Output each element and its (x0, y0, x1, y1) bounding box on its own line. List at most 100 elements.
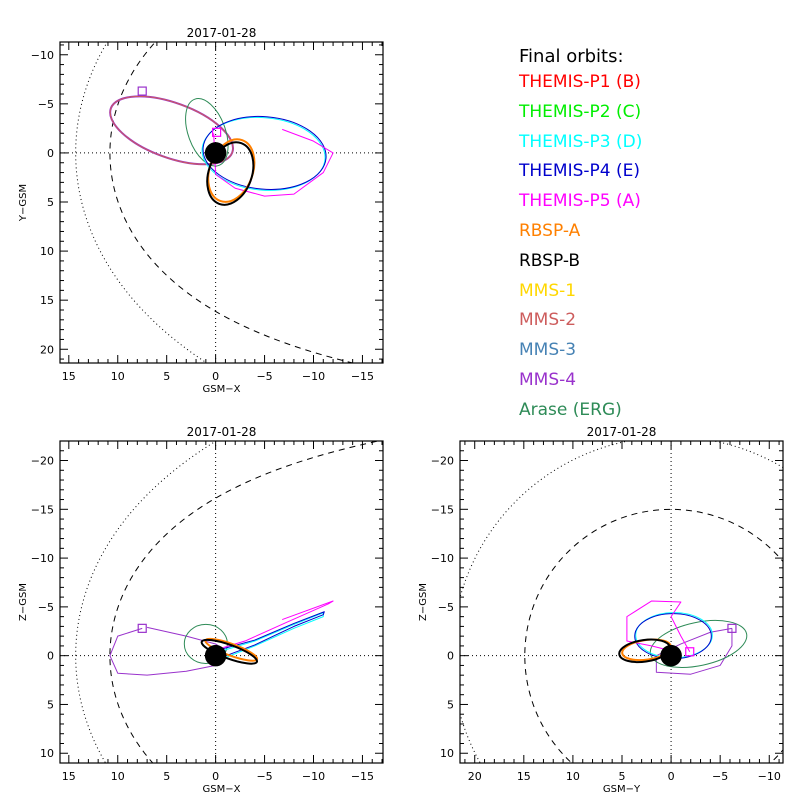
legend-entry: THEMIS-P2 (C) (519, 101, 642, 122)
plot-area (460, 441, 783, 763)
axes-frame (59, 41, 384, 364)
y-tick-label: 0 (47, 650, 54, 663)
chart-panel-3: 20 15 10 5 0 −5 −10 10 5 0 −5 −10 −15 −20 2017-01-28 GS… (418, 425, 784, 795)
x-tick-label: −10 (758, 770, 781, 783)
y-tick-label: 5 (447, 698, 454, 711)
chart-panel-1: 15 10 5 0 −5 −10 −15 −10 −5 0 5 10 15 20 2017-01-28 GSM… (18, 26, 384, 395)
position-marker (727, 623, 737, 633)
legend-entry: MMS-3 (519, 340, 577, 361)
bow-shock-boundary (460, 441, 783, 763)
y-tick-label: 10 (40, 245, 54, 258)
x-tick-label: −10 (302, 370, 325, 383)
position-marker (137, 86, 147, 96)
orbit-themis-p5-a- (626, 600, 691, 653)
y-tick-label: 20 (40, 343, 54, 356)
x-tick-label: −15 (351, 770, 374, 783)
orbit-rbsp-b (206, 141, 255, 206)
orbit-themis-p4-e- (215, 611, 325, 661)
legend-entry: THEMIS-P3 (D) (519, 131, 643, 152)
legend-title: Final orbits: (519, 46, 624, 67)
orbit-arase-erg- (185, 98, 229, 167)
y-axis-label: Z−GSM (418, 583, 429, 621)
position-marker (212, 127, 222, 137)
orbit-arase-erg- (649, 619, 748, 668)
y-tick-label: 5 (47, 698, 54, 711)
magnetopause-boundary (109, 42, 355, 363)
x-axis-label: GSM−Y (603, 784, 641, 795)
y-axis-label: Y−GSM (18, 184, 29, 222)
legend: Final orbits: THEMIS-P1 (B) THEMIS-P2 (C)… (519, 46, 642, 430)
y-tick-label: −15 (431, 503, 454, 516)
earth-disk (204, 644, 227, 667)
legend-entry: THEMIS-P4 (E) (519, 161, 640, 182)
y-tick-label: −15 (31, 503, 54, 516)
y-tick-label: −5 (38, 601, 54, 614)
x-tick-label: 5 (163, 770, 170, 783)
legend-entry: RBSP-B (519, 250, 581, 271)
x-axis-label: GSM−X (203, 784, 241, 795)
x-tick-label: 10 (111, 370, 125, 383)
y-tick-label: −10 (31, 552, 54, 565)
axes-frame (459, 440, 784, 764)
orbit-themis-p5-a- (213, 128, 334, 197)
x-tick-label: 15 (517, 770, 531, 783)
position-marker (137, 623, 147, 633)
x-tick-label: 5 (618, 770, 625, 783)
x-tick-label: 15 (62, 370, 76, 383)
legend-entry: RBSP-A (519, 220, 581, 241)
x-tick-label: 5 (163, 370, 170, 383)
y-tick-label: 0 (447, 650, 454, 663)
chart-title: 2017-01-28 (187, 425, 257, 439)
legend-entry: MMS-4 (519, 369, 577, 390)
x-tick-label: −15 (351, 370, 374, 383)
chart-title: 2017-01-28 (187, 26, 257, 40)
x-tick-label: 15 (62, 770, 76, 783)
y-tick-label: 15 (40, 294, 54, 307)
x-tick-label: −10 (302, 770, 325, 783)
x-tick-label: −5 (256, 770, 272, 783)
y-tick-label: −10 (431, 552, 454, 565)
y-tick-label: 0 (47, 147, 54, 160)
plot-area (60, 42, 383, 363)
y-tick-label: −10 (31, 49, 54, 62)
y-tick-label: 5 (47, 196, 54, 209)
earth-disk (204, 142, 227, 164)
x-tick-label: 0 (212, 770, 219, 783)
orbit-rbsp-b (200, 638, 259, 665)
x-tick-label: 0 (668, 770, 675, 783)
x-tick-label: −5 (256, 370, 272, 383)
legend-entry: MMS-2 (519, 310, 577, 331)
legend-entry: MMS-1 (519, 280, 577, 301)
position-marker (685, 647, 695, 657)
orbit-themis-p4-e- (202, 115, 327, 190)
legend-entry: THEMIS-P5 (A) (519, 191, 641, 212)
orbit-themis-p5-a- (215, 600, 334, 651)
earth-disk (660, 644, 682, 667)
axes-frame (59, 440, 384, 764)
chart-title: 2017-01-28 (587, 425, 657, 439)
magnetopause-boundary (109, 441, 381, 763)
y-tick-label: 10 (40, 747, 54, 760)
y-tick-label: −5 (38, 98, 54, 111)
x-tick-label: 10 (566, 770, 580, 783)
y-tick-label: −20 (431, 455, 454, 468)
y-tick-label: −20 (31, 455, 54, 468)
legend-entry: Arase (ERG) (519, 399, 622, 420)
orbit-themis-p3-d- (201, 116, 326, 191)
plot-area (60, 441, 383, 763)
orbit-mms-4 (655, 627, 733, 675)
x-tick-label: 0 (212, 370, 219, 383)
orbit-themis-p3-d- (215, 612, 324, 662)
bow-shock-boundary (75, 441, 217, 763)
x-axis-label: GSM−X (203, 384, 241, 395)
y-tick-label: 10 (440, 747, 454, 760)
x-tick-label: 10 (111, 770, 125, 783)
chart-panel-2: 15 10 5 0 −5 −10 −15 10 5 0 −5 −10 −15 −20 2017-01-28 G… (18, 425, 384, 795)
legend-entry: THEMIS-P1 (B) (519, 72, 641, 92)
x-tick-label: −5 (712, 770, 728, 783)
orbit-mms-2 (109, 95, 234, 165)
y-tick-label: −5 (438, 601, 454, 614)
y-axis-label: Z−GSM (18, 583, 29, 621)
x-tick-label: 20 (468, 770, 482, 783)
